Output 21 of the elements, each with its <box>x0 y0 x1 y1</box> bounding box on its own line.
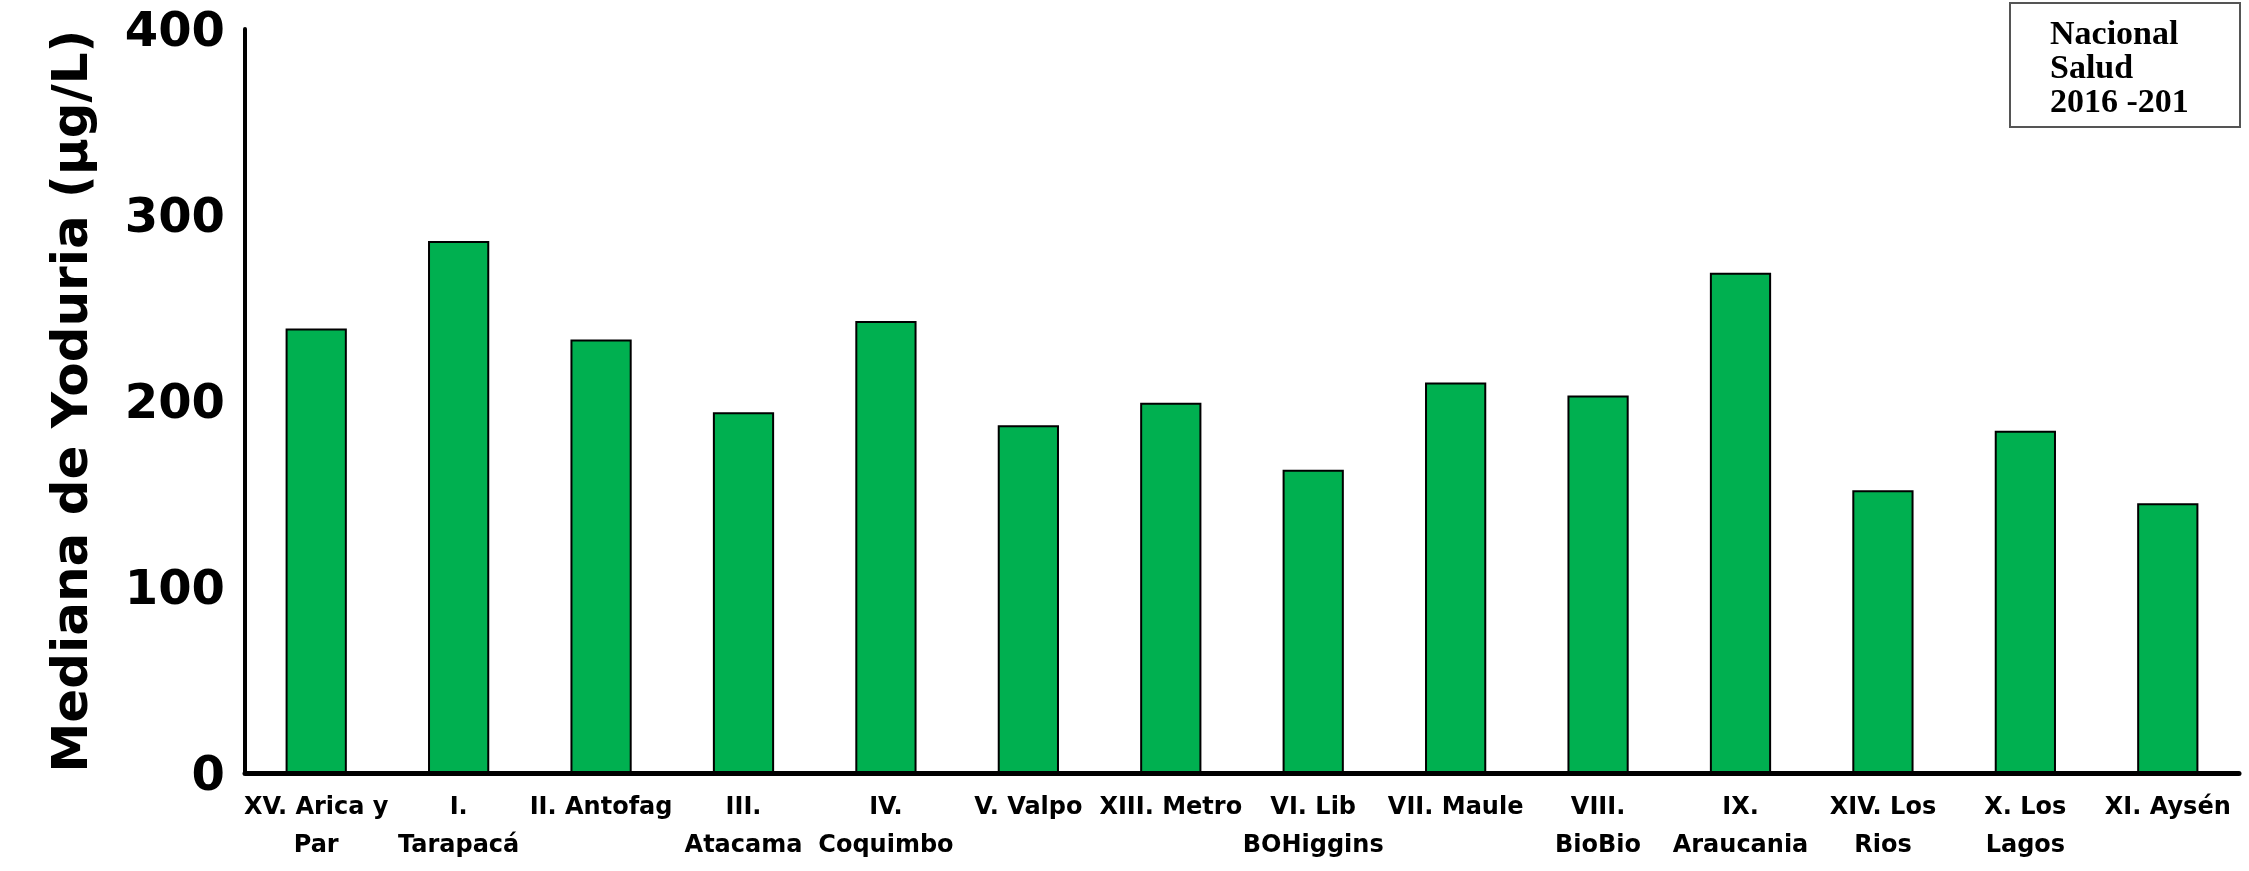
y-tick-label: 100 <box>124 559 225 615</box>
y-axis-title: Mediana de Yoduria (µg/L) <box>41 29 99 773</box>
x-tick-label: III. Atacama <box>684 792 803 858</box>
annotation: Nacional Salud 2016 -201 <box>2050 13 2189 119</box>
x-tick-label: V. Valpo <box>974 792 1083 820</box>
x-tick-label: XV. Arica y Par <box>243 792 389 858</box>
x-tick-label: IV. Coquimbo <box>818 792 954 858</box>
x-tick-label: II. Antofag <box>529 792 673 820</box>
x-tick-label: I. Tarapacá <box>397 792 520 858</box>
x-tick-label: VII. Maule <box>1387 792 1524 820</box>
y-tick-label: 200 <box>124 373 225 429</box>
y-tick-label: 400 <box>124 1 225 57</box>
x-tick-label: IX. Araucania <box>1672 792 1809 858</box>
x-tick-label: VIII. BioBio <box>1555 792 1642 858</box>
x-tick-label: XIV. Los Rios <box>1829 792 1937 858</box>
y-tick-label: 300 <box>124 187 225 243</box>
x-tick-label: XI. Aysén <box>2104 792 2231 820</box>
y-tick-label: 0 <box>191 745 225 801</box>
x-tick-label: VI. Lib BOHiggins <box>1242 792 1384 858</box>
x-tick-label: X. Los Lagos <box>1984 792 2067 858</box>
x-tick-label: XIII. Metro <box>1099 792 1243 820</box>
